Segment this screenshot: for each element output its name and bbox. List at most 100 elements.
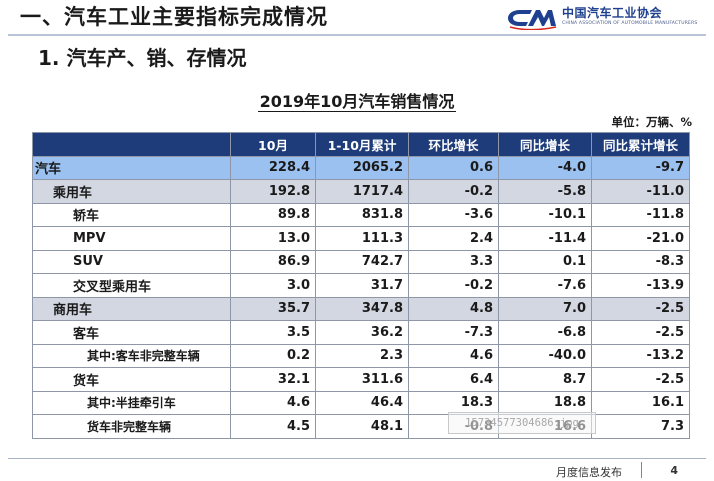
cell-value: -7.3	[408, 320, 499, 345]
logo-name-en: CHINA ASSOCIATION OF AUTOMOBILE MANUFACT…	[562, 21, 698, 26]
cell-value: -2.5	[591, 320, 690, 345]
cell-value: 4.8	[408, 296, 499, 321]
cell-value: -11.4	[498, 226, 592, 251]
table-row: 货车 32.1 311.6 6.4 8.7 -2.5	[32, 367, 690, 392]
cell-value: 3.3	[408, 249, 499, 274]
row-label: 货车非完整车辆	[32, 414, 231, 439]
column-header-yoy-growth: 同比增长	[498, 132, 592, 157]
column-header-ytd: 1-10月累计	[315, 132, 409, 157]
cell-value: 4.5	[230, 414, 316, 439]
cell-value: 4.6	[408, 343, 499, 368]
cell-value: -0.2	[408, 179, 499, 204]
cell-value: 347.8	[315, 296, 409, 321]
column-header-corner	[32, 132, 231, 157]
cell-value: -0.2	[408, 273, 499, 298]
cell-value: -6.8	[498, 320, 592, 345]
row-label: MPV	[32, 226, 231, 251]
row-label: 货车	[32, 367, 231, 392]
caam-logo-icon	[508, 10, 557, 30]
cell-value: -2.5	[591, 296, 690, 321]
slide-title: 一、汽车工业主要指标完成情况	[20, 5, 328, 29]
cell-value: 2065.2	[315, 155, 409, 180]
table-row: 客车 3.5 36.2 -7.3 -6.8 -2.5	[32, 320, 690, 345]
column-header-mom-growth: 环比增长	[408, 132, 499, 157]
cell-value: -4.0	[498, 155, 592, 180]
table-row: 汽车 228.4 2065.2 0.6 -4.0 -9.7	[32, 155, 690, 180]
page-number: 4	[670, 464, 678, 477]
table-row: 其中:半挂牵引车 4.6 46.4 18.3 18.8 16.1	[32, 390, 690, 415]
cell-value: -11.8	[591, 202, 690, 227]
table-row: 交叉型乘用车 3.0 31.7 -0.2 -7.6 -13.9	[32, 273, 690, 298]
row-label: 汽车	[32, 155, 231, 180]
cell-value: -3.6	[408, 202, 499, 227]
cell-value: 2.4	[408, 226, 499, 251]
cell-value: 8.7	[498, 367, 592, 392]
cell-value: 48.1	[315, 414, 409, 439]
cell-value: -7.6	[498, 273, 592, 298]
row-label: 其中:半挂牵引车	[32, 390, 231, 415]
cell-value: 7.0	[498, 296, 592, 321]
table-title-text: 2019年10月汽车销售情况	[257, 92, 457, 112]
footer-separator	[641, 462, 642, 478]
table-row: 商用车 35.7 347.8 4.8 7.0 -2.5	[32, 296, 690, 321]
cell-value: 36.2	[315, 320, 409, 345]
table-row: SUV 86.9 742.7 3.3 0.1 -8.3	[32, 249, 690, 274]
cell-value: -40.0	[498, 343, 592, 368]
cell-value: 31.7	[315, 273, 409, 298]
cell-value: -13.9	[591, 273, 690, 298]
cell-value: 13.0	[230, 226, 316, 251]
row-label: 商用车	[32, 296, 231, 321]
cell-value: 831.8	[315, 202, 409, 227]
cell-value: 111.3	[315, 226, 409, 251]
row-label: 乘用车	[32, 179, 231, 204]
column-header-october: 10月	[230, 132, 316, 157]
row-label: 交叉型乘用车	[32, 273, 231, 298]
section-subtitle: 1. 汽车产、销、存情况	[38, 46, 247, 70]
cell-value: 89.8	[230, 202, 316, 227]
cell-value: -5.8	[498, 179, 592, 204]
cell-value: 0.2	[230, 343, 316, 368]
cell-value: -13.2	[591, 343, 690, 368]
table-row: 乘用车 192.8 1717.4 -0.2 -5.8 -11.0	[32, 179, 690, 204]
table-row: MPV 13.0 111.3 2.4 -11.4 -21.0	[32, 226, 690, 251]
table-header-row: 10月 1-10月累计 环比增长 同比增长 同比累计增长	[32, 132, 690, 157]
table-body: 汽车 228.4 2065.2 0.6 -4.0 -9.7 乘用车 192.8 1717.4 -0…	[32, 155, 690, 439]
title-divider	[8, 34, 706, 36]
cell-value: 6.4	[408, 367, 499, 392]
row-label: 轿车	[32, 202, 231, 227]
caam-logo: 中国汽车工业协会 CHINA ASSOCIATION OF AUTOMOBILE…	[506, 2, 706, 34]
cell-value: 18.8	[498, 390, 592, 415]
cell-value: 1717.4	[315, 179, 409, 204]
cell-value: -10.1	[498, 202, 592, 227]
table-row: 轿车 89.8 831.8 -3.6 -10.1 -11.8	[32, 202, 690, 227]
cell-value: -9.7	[591, 155, 690, 180]
cell-value: 192.8	[230, 179, 316, 204]
row-label: 其中:客车非完整车辆	[32, 343, 231, 368]
cell-value: 18.3	[408, 390, 499, 415]
sales-table: 10月 1-10月累计 环比增长 同比增长 同比累计增长 汽车 228.4 2065…	[32, 132, 690, 439]
footer-divider	[8, 458, 706, 459]
cell-value: 3.5	[230, 320, 316, 345]
cell-value: 311.6	[315, 367, 409, 392]
cell-value: -2.5	[591, 367, 690, 392]
cell-value: -21.0	[591, 226, 690, 251]
cell-value: -8.3	[591, 249, 690, 274]
cell-value: 16.1	[591, 390, 690, 415]
logo-name-cn: 中国汽车工业协会	[562, 6, 663, 20]
cell-value: 0.6	[408, 155, 499, 180]
cell-value: 742.7	[315, 249, 409, 274]
column-header-ytd-yoy-growth: 同比累计增长	[591, 132, 690, 157]
unit-note: 单位：万辆、%	[611, 115, 692, 129]
image-watermark: 15734577304686.jpg	[448, 412, 596, 434]
row-label: SUV	[32, 249, 231, 274]
cell-value: 32.1	[230, 367, 316, 392]
cell-value: 86.9	[230, 249, 316, 274]
cell-value: 3.0	[230, 273, 316, 298]
cell-value: 46.4	[315, 390, 409, 415]
table-row: 其中:客车非完整车辆 0.2 2.3 4.6 -40.0 -13.2	[32, 343, 690, 368]
cell-value: 7.3	[591, 414, 690, 439]
cell-value: -11.0	[591, 179, 690, 204]
row-label: 客车	[32, 320, 231, 345]
cell-value: 0.1	[498, 249, 592, 274]
table-title: 2019年10月汽车销售情况	[0, 88, 714, 112]
